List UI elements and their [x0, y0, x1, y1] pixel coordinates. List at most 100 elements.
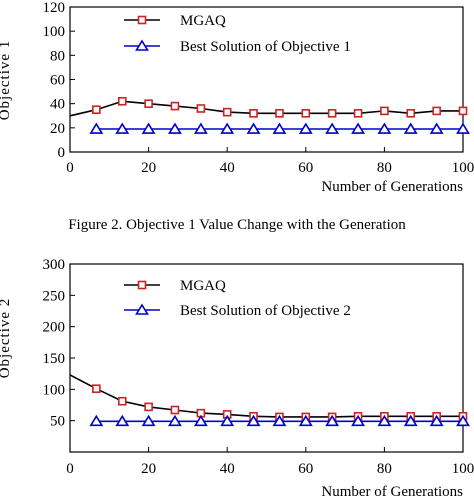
data-point — [272, 122, 287, 134]
data-point — [406, 109, 416, 118]
x-tick-label: 80 — [377, 461, 392, 477]
data-point — [115, 414, 130, 427]
y-axis-label: Objective 1 — [0, 40, 13, 121]
data-point — [272, 414, 287, 427]
x-tick-label: 60 — [298, 160, 313, 176]
y-tick-label: 300 — [43, 257, 66, 273]
y-tick-label: 150 — [43, 351, 66, 367]
data-point — [429, 414, 444, 427]
data-point — [380, 106, 389, 116]
x-axis-label: Number of Generations — [321, 179, 463, 195]
data-point — [193, 122, 208, 134]
data-point — [170, 405, 180, 415]
series-1 — [69, 374, 468, 422]
x-tick-label: 100 — [452, 160, 474, 176]
legend-label: Best Solution of Objective 2 — [180, 303, 351, 319]
legend-marker — [135, 303, 149, 315]
data-point — [377, 414, 392, 427]
y-tick-label: 100 — [43, 382, 66, 398]
series-line — [69, 100, 463, 117]
data-point — [193, 414, 208, 427]
legend-entry: MGAQ — [124, 13, 226, 29]
plot-frame — [69, 263, 464, 453]
x-tick-label: 100 — [452, 461, 474, 477]
data-point — [220, 122, 235, 134]
y-tick-label: 40 — [50, 97, 65, 113]
data-point — [351, 414, 365, 427]
y-tick-label: 250 — [43, 288, 66, 304]
data-point — [456, 414, 470, 427]
data-point — [196, 104, 206, 113]
x-tick-label: 80 — [377, 160, 392, 176]
data-point — [458, 106, 468, 116]
data-point — [89, 414, 104, 427]
legend-marker — [135, 39, 149, 51]
data-point — [403, 122, 418, 134]
legend-marker — [137, 15, 147, 25]
data-point — [325, 414, 340, 427]
y-tick-label: 60 — [50, 73, 65, 89]
data-point — [353, 109, 363, 118]
legend-label: MGAQ — [180, 13, 226, 29]
data-point — [325, 122, 340, 134]
y-tick-label: 50 — [50, 414, 65, 430]
x-tick-label: 60 — [298, 461, 313, 477]
x-tick-label: 20 — [141, 461, 156, 477]
data-point — [246, 414, 261, 427]
data-point — [429, 122, 444, 134]
x-tick-label: 40 — [220, 160, 235, 176]
legend-entry: MGAQ — [124, 278, 226, 294]
data-point — [168, 122, 182, 134]
data-point — [92, 384, 101, 394]
data-point — [222, 107, 232, 117]
data-point — [117, 96, 127, 106]
data-point — [117, 396, 127, 406]
x-tick-label: 0 — [66, 160, 74, 176]
chart-1: 0 20 40 60 80 100 120 0 20 40 60 80 100 Number of Gen… — [0, 0, 474, 233]
legend-marker — [137, 280, 147, 290]
y-tick-label: 0 — [58, 145, 66, 161]
data-point — [275, 109, 284, 118]
y-tick-label: 20 — [50, 121, 65, 137]
y-tick-label: 100 — [43, 24, 66, 40]
data-point — [246, 122, 261, 134]
data-point — [144, 402, 153, 412]
y-tick-label: 80 — [50, 48, 65, 64]
data-point — [249, 109, 258, 118]
y-axis-label: Objective 2 — [0, 298, 13, 379]
data-point — [141, 122, 156, 134]
series-1 — [69, 96, 468, 118]
data-point — [92, 105, 101, 115]
data-point — [377, 122, 392, 134]
data-point — [351, 122, 365, 134]
data-point — [301, 109, 311, 118]
legend-entry: Best Solution of Objective 1 — [124, 39, 351, 55]
data-point — [170, 101, 180, 111]
data-point — [298, 122, 313, 134]
series-line — [69, 374, 463, 418]
x-tick-label: 40 — [220, 461, 235, 477]
data-point — [432, 106, 441, 116]
x-tick-label: 0 — [66, 461, 74, 477]
series-2 — [89, 414, 470, 427]
plot-frame — [69, 6, 464, 153]
x-tick-label: 20 — [141, 160, 156, 176]
y-tick-label: 120 — [43, 0, 66, 16]
data-point — [298, 414, 313, 427]
data-point — [115, 122, 130, 134]
legend-label: MGAQ — [180, 278, 226, 294]
y-tick-label: 200 — [43, 320, 66, 336]
legend-entry: Best Solution of Objective 2 — [124, 303, 351, 319]
data-point — [168, 414, 182, 427]
figure-caption: Figure 2. Objective 1 Value Change with … — [68, 217, 406, 233]
data-point — [327, 109, 337, 118]
data-point — [403, 414, 418, 427]
data-point — [220, 414, 235, 427]
legend-label: Best Solution of Objective 1 — [180, 39, 351, 55]
chart-2: 50 100 150 200 250 300 0 20 40 60 80 100 Number of G… — [0, 257, 474, 500]
data-point — [456, 122, 470, 134]
data-point — [89, 122, 104, 134]
data-point — [141, 414, 156, 427]
series-2 — [89, 122, 470, 134]
data-point — [144, 99, 153, 108]
